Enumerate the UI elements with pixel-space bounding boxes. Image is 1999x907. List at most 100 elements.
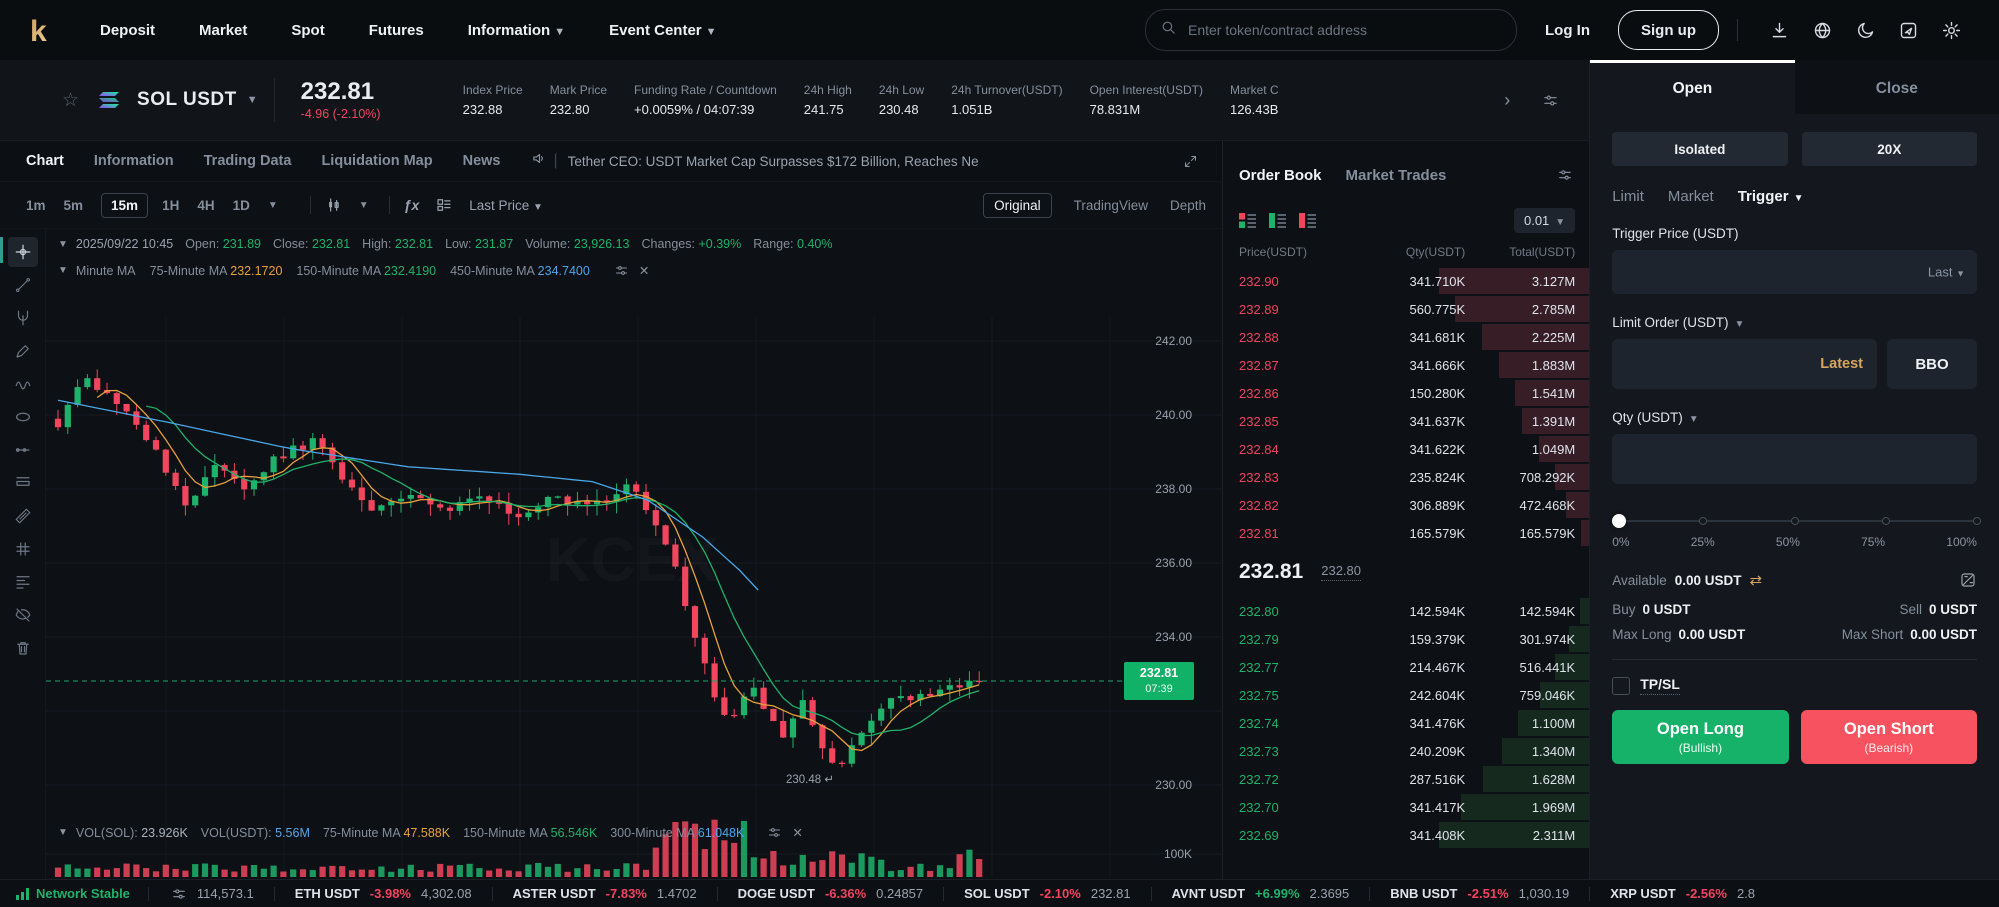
bottom-pair-eth[interactable]: ETH USDT -3.98% 4,302.08 xyxy=(294,886,472,901)
interval-4H[interactable]: 4H xyxy=(197,197,215,213)
interval-more-caret-icon[interactable]: ▼ xyxy=(267,199,278,211)
ask-row[interactable]: 232.83 235.824K 708.292K xyxy=(1223,463,1590,491)
chart-tab-liquidation-map[interactable]: Liquidation Map xyxy=(321,153,433,169)
chart-canvas[interactable]: ▼ 2025/09/22 10:45 Open: 231.89 Close: 23… xyxy=(46,229,1222,880)
download-icon[interactable] xyxy=(1769,20,1790,41)
tpsl-toggle[interactable]: TP/SL xyxy=(1612,676,1977,695)
leverage-button[interactable]: 20X xyxy=(1801,132,1978,166)
bid-row[interactable]: 232.75 242.604K 759.046K xyxy=(1223,681,1590,709)
layout-grid-icon[interactable] xyxy=(435,196,453,214)
nav-item-event-center[interactable]: Event Center ▼ xyxy=(609,21,717,39)
interval-1H[interactable]: 1H xyxy=(162,197,180,213)
pattern-tool-icon[interactable] xyxy=(8,534,38,564)
margin-mode-button[interactable]: Isolated xyxy=(1612,132,1788,166)
slider-stop-100[interactable] xyxy=(1973,517,1981,525)
tutorial-icon[interactable] xyxy=(1898,20,1919,41)
limit-price-input[interactable]: Latest xyxy=(1612,339,1877,389)
nav-item-information[interactable]: Information ▼ xyxy=(467,21,566,39)
qty-input[interactable] xyxy=(1612,434,1977,484)
ask-row[interactable]: 232.85 341.637K 1.391M xyxy=(1223,407,1590,435)
bid-row[interactable]: 232.69 341.408K 2.311M xyxy=(1223,821,1590,849)
ticker-adjustments-icon[interactable] xyxy=(1542,92,1559,109)
token-search[interactable] xyxy=(1145,9,1517,51)
search-input[interactable] xyxy=(1186,21,1460,39)
order-type-limit[interactable]: Limit xyxy=(1612,188,1644,205)
ma-close-icon[interactable]: ✕ xyxy=(638,264,650,278)
ruler-tool-icon[interactable] xyxy=(8,501,38,531)
order-type-trigger[interactable]: Trigger ▼ xyxy=(1737,188,1804,205)
view-mode-tradingview[interactable]: TradingView xyxy=(1073,197,1148,213)
news-ticker[interactable]: | Tether CEO: USDT Market Cap Surpasses … xyxy=(531,150,1223,172)
candle-style-caret-icon[interactable]: ▼ xyxy=(358,199,369,211)
tpsl-checkbox[interactable] xyxy=(1612,676,1631,695)
bid-row[interactable]: 232.73 240.209K 1.340M xyxy=(1223,737,1590,765)
orderbook-settings-icon[interactable] xyxy=(1557,167,1573,183)
crosshair-tool-icon[interactable] xyxy=(7,237,38,267)
ask-row[interactable]: 232.88 341.681K 2.225M xyxy=(1223,323,1590,351)
ray-tool-icon[interactable] xyxy=(8,435,38,465)
candle-style-icon[interactable] xyxy=(325,196,343,214)
login-button[interactable]: Log In xyxy=(1545,21,1590,39)
trendline-tool-icon[interactable] xyxy=(8,270,38,300)
bottom-pair-sol[interactable]: SOL USDT -2.10% 232.81 xyxy=(964,886,1131,901)
chart-tab-news[interactable]: News xyxy=(462,153,501,169)
ask-row[interactable]: 232.84 341.622K 1.049M xyxy=(1223,435,1590,463)
ask-row[interactable]: 232.81 165.579K 165.579K xyxy=(1223,519,1590,547)
ask-row[interactable]: 232.90 341.710K 3.127M xyxy=(1223,267,1590,295)
latest-price-button[interactable]: Latest xyxy=(1820,356,1863,372)
ma-settings-icon[interactable] xyxy=(614,263,629,278)
settings-gear-icon[interactable] xyxy=(1941,20,1962,41)
collapse-caret-icon[interactable]: ▼ xyxy=(58,265,68,276)
collapse-caret-icon[interactable]: ▼ xyxy=(58,827,68,838)
ellipse-tool-icon[interactable] xyxy=(8,402,38,432)
slider-stop-75[interactable] xyxy=(1881,517,1890,525)
bbo-button[interactable]: BBO xyxy=(1887,339,1977,389)
open-short-button[interactable]: Open Short (Bearish) xyxy=(1800,710,1978,764)
kcex-logo-icon[interactable]: k xyxy=(26,13,60,47)
nav-item-market[interactable]: Market xyxy=(199,21,248,39)
wave-tool-icon[interactable] xyxy=(8,369,38,399)
vol-close-icon[interactable]: ✕ xyxy=(792,826,803,840)
slider-stop-25[interactable] xyxy=(1699,517,1708,525)
orderbook-tab-market-trades[interactable]: Market Trades xyxy=(1345,166,1447,184)
price-ref-select[interactable]: Last ▼ xyxy=(1927,264,1965,280)
trade-tab-close[interactable]: Close xyxy=(1794,60,1999,114)
chart-tab-trading-data[interactable]: Trading Data xyxy=(203,153,292,169)
theme-moon-icon[interactable] xyxy=(1855,20,1876,41)
stats-chevron-right-icon[interactable]: › xyxy=(1504,89,1511,110)
chart-tab-chart[interactable]: Chart xyxy=(26,153,64,169)
brush-tool-icon[interactable] xyxy=(8,336,38,366)
bottom-pair-xrp[interactable]: XRP USDT -2.56% 2.8 xyxy=(1610,886,1756,901)
vol-settings-icon[interactable] xyxy=(767,825,782,840)
ask-row[interactable]: 232.87 341.666K 1.883M xyxy=(1223,351,1590,379)
signup-button[interactable]: Sign up xyxy=(1618,10,1719,50)
bottom-pair-bnb[interactable]: BNB USDT -2.51% 1,030.19 xyxy=(1390,886,1570,901)
interval-5m[interactable]: 5m xyxy=(63,197,84,213)
chart-tab-information[interactable]: Information xyxy=(93,153,174,169)
view-mode-original[interactable]: Original xyxy=(983,192,1052,218)
fibonacci-tool-icon[interactable] xyxy=(8,567,38,597)
trigger-price-input[interactable]: Last ▼ xyxy=(1612,250,1977,294)
price-source-select[interactable]: Last Price ▼ xyxy=(469,197,543,213)
pair-caret-down-icon[interactable]: ▼ xyxy=(246,94,258,106)
favorite-star-icon[interactable]: ☆ xyxy=(62,89,80,111)
bid-row[interactable]: 232.70 341.417K 1.969M xyxy=(1223,793,1590,821)
trade-tab-open[interactable]: Open xyxy=(1590,60,1795,114)
qty-slider[interactable] xyxy=(1612,514,1981,528)
eye-off-tool-icon[interactable] xyxy=(8,600,38,630)
nav-item-spot[interactable]: Spot xyxy=(291,21,325,39)
ask-row[interactable]: 232.86 150.280K 1.541M xyxy=(1223,379,1590,407)
transfer-swap-icon[interactable]: ⇄ xyxy=(1749,572,1763,589)
nav-item-futures[interactable]: Futures xyxy=(368,21,424,39)
news-headline[interactable]: Tether CEO: USDT Market Cap Surpasses $1… xyxy=(567,153,979,169)
book-last-price[interactable]: 232.81 xyxy=(1239,560,1304,583)
bid-row[interactable]: 232.72 287.516K 1.628M xyxy=(1223,765,1590,793)
ticker-settings-icon[interactable] xyxy=(171,886,187,902)
bottom-pair-avnt[interactable]: AVNT USDT +6.99% 2.3695 xyxy=(1171,886,1350,901)
collapse-caret-icon[interactable]: ▼ xyxy=(58,238,68,250)
trash-tool-icon[interactable] xyxy=(8,633,38,663)
pitchfork-tool-icon[interactable] xyxy=(8,303,38,333)
bottom-pair-aster[interactable]: ASTER USDT -7.83% 1.4702 xyxy=(512,886,697,901)
slider-thumb[interactable] xyxy=(1612,514,1627,528)
book-view-bids-icon[interactable] xyxy=(1269,212,1286,228)
